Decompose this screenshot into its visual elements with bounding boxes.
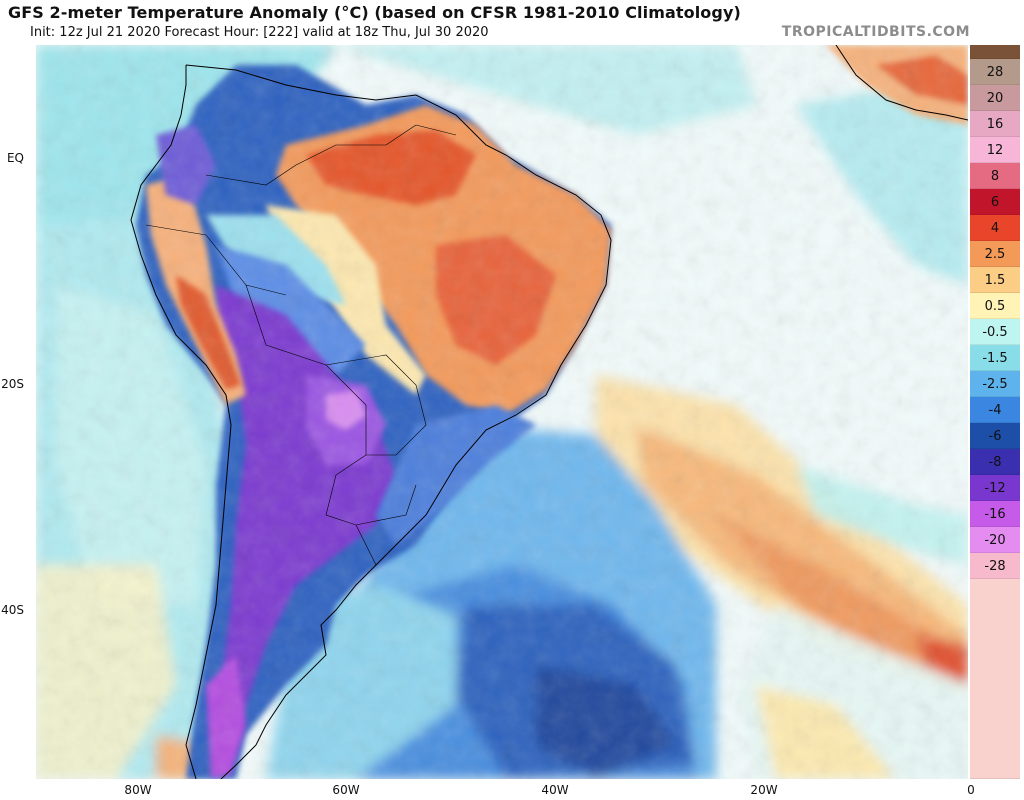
colorbar-step: 28 bbox=[970, 59, 1020, 85]
colorbar-label: 0.5 bbox=[984, 298, 1006, 314]
lon-label-40w: 40W bbox=[541, 783, 569, 797]
colorbar-step: 4 bbox=[970, 215, 1020, 241]
colorbar-label: -28 bbox=[984, 558, 1006, 574]
colorbar: 28 20 16 12 8 6 4 2.5 1.5 0.5 -0.5 -1.5 -2.5 -4 -6 -8 -1… bbox=[970, 45, 1020, 779]
colorbar-label: 8 bbox=[990, 168, 1000, 184]
colorbar-label: 16 bbox=[986, 116, 1004, 132]
anomaly-map bbox=[36, 45, 968, 779]
colorbar-swatch bbox=[970, 449, 1020, 475]
colorbar-step: -12 bbox=[970, 475, 1020, 501]
africa-coastline bbox=[835, 45, 968, 121]
colorbar-label: 20 bbox=[986, 90, 1004, 106]
colorbar-step: 2.5 bbox=[970, 241, 1020, 267]
colorbar-label: -8 bbox=[988, 454, 1002, 470]
colorbar-step: -2.5 bbox=[970, 371, 1020, 397]
brand-watermark: TROPICALTIDBITS.COM bbox=[781, 24, 970, 40]
colorbar-label: 28 bbox=[986, 64, 1004, 80]
colorbar-step: -8 bbox=[970, 449, 1020, 475]
colorbar-label: -1.5 bbox=[982, 350, 1008, 366]
colorbar-step: 12 bbox=[970, 137, 1020, 163]
colorbar-swatch bbox=[970, 345, 1020, 371]
colorbar-swatch bbox=[970, 475, 1020, 501]
colorbar-swatch bbox=[970, 189, 1020, 215]
colorbar-swatch bbox=[970, 293, 1020, 319]
colorbar-label: -20 bbox=[984, 532, 1006, 548]
colorbar-step: 0.5 bbox=[970, 293, 1020, 319]
colorbar-swatch bbox=[970, 553, 1020, 579]
lat-label-eq: EQ bbox=[6, 151, 24, 165]
colorbar-top-cap bbox=[970, 45, 1020, 59]
colorbar-swatch bbox=[970, 371, 1020, 397]
colorbar-bottom-cap bbox=[970, 579, 1020, 779]
colorbar-label: -0.5 bbox=[982, 324, 1008, 340]
colorbar-label: -6 bbox=[988, 428, 1002, 444]
colorbar-label: 2.5 bbox=[984, 246, 1006, 262]
colorbar-label: -2.5 bbox=[982, 376, 1008, 392]
colorbar-swatch bbox=[970, 319, 1020, 345]
colorbar-swatch bbox=[970, 111, 1020, 137]
colorbar-label: -12 bbox=[984, 480, 1006, 496]
lon-label-80w: 80W bbox=[124, 783, 152, 797]
colorbar-swatch bbox=[970, 423, 1020, 449]
colorbar-swatch bbox=[970, 215, 1020, 241]
colorbar-step: -1.5 bbox=[970, 345, 1020, 371]
colorbar-step: -28 bbox=[970, 553, 1020, 579]
lat-label-40s: 40S bbox=[1, 603, 24, 617]
colorbar-swatch bbox=[970, 267, 1020, 293]
colorbar-step: 16 bbox=[970, 111, 1020, 137]
colorbar-swatch bbox=[970, 137, 1020, 163]
colorbar-step: -16 bbox=[970, 501, 1020, 527]
south-america-coastline bbox=[185, 64, 612, 779]
colorbar-label: 12 bbox=[986, 142, 1004, 158]
colorbar-label: 1.5 bbox=[984, 272, 1006, 288]
colorbar-swatch bbox=[970, 241, 1020, 267]
country-borders bbox=[145, 124, 457, 566]
lon-label-20w: 20W bbox=[750, 783, 778, 797]
colorbar-swatch bbox=[970, 85, 1020, 111]
colorbar-swatch bbox=[970, 501, 1020, 527]
map-subtitle: Init: 12z Jul 21 2020 Forecast Hour: [22… bbox=[30, 25, 489, 40]
coastlines bbox=[130, 45, 968, 779]
lon-label-60w: 60W bbox=[332, 783, 360, 797]
colorbar-step: 8 bbox=[970, 163, 1020, 189]
colorbar-swatch bbox=[970, 527, 1020, 553]
lat-label-20s: 20S bbox=[1, 377, 24, 391]
colorbar-step: -20 bbox=[970, 527, 1020, 553]
lon-label-0: 0 bbox=[967, 783, 975, 797]
map-texture bbox=[36, 45, 968, 779]
colorbar-swatch bbox=[970, 163, 1020, 189]
colorbar-label: -4 bbox=[988, 402, 1002, 418]
colorbar-step: 6 bbox=[970, 189, 1020, 215]
west-coastline bbox=[130, 65, 232, 779]
colorbar-label: -16 bbox=[984, 506, 1006, 522]
map-title: GFS 2-meter Temperature Anomaly (°C) (ba… bbox=[8, 3, 741, 22]
colorbar-step: 20 bbox=[970, 85, 1020, 111]
colorbar-step: -0.5 bbox=[970, 319, 1020, 345]
colorbar-step: -4 bbox=[970, 397, 1020, 423]
colorbar-step: 1.5 bbox=[970, 267, 1020, 293]
colorbar-label: 6 bbox=[990, 194, 1000, 210]
colorbar-step: -6 bbox=[970, 423, 1020, 449]
anomaly-map-svg bbox=[36, 45, 968, 779]
colorbar-label: 4 bbox=[990, 220, 1000, 236]
colorbar-swatch bbox=[970, 397, 1020, 423]
colorbar-swatch bbox=[970, 59, 1020, 85]
